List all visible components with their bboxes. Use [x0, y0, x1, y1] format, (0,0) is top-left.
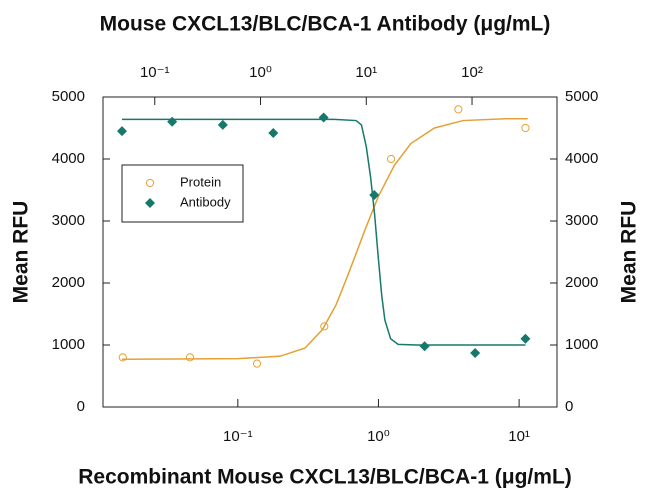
y2-tick-label: 1000: [565, 336, 598, 353]
legend-label: Protein: [180, 174, 221, 189]
legend-marker: [145, 178, 155, 188]
x-tick-label: 10¹: [508, 428, 530, 445]
y2-tick-label: 0: [565, 398, 573, 415]
point: [268, 127, 279, 138]
point: [387, 154, 396, 164]
point: [118, 353, 127, 362]
point: [520, 333, 531, 344]
fit-curve: [121, 117, 528, 361]
fit-curve: [121, 118, 526, 346]
y-tick-label: 4000: [52, 150, 85, 167]
bottom-axis-label: Recombinant Mouse CXCL13/BLC/BCA-1 (μg/m…: [78, 466, 572, 489]
y-axis-label: Mean RFU: [10, 201, 33, 304]
y2-tick-label: 2000: [565, 274, 598, 291]
top-axis-label: Mouse CXCL13/BLC/BCA-1 Antibody (μg/mL): [100, 13, 551, 36]
point: [167, 116, 178, 127]
x-tick-label: 10⁰: [367, 428, 390, 445]
y2-tick-label: 3000: [565, 212, 598, 229]
y-tick-label: 0: [77, 398, 85, 415]
x2-tick-label: 10⁻¹: [140, 64, 170, 81]
point: [470, 348, 481, 359]
legend-marker: [145, 198, 155, 208]
x-tick-label: 10⁻¹: [223, 428, 253, 445]
point: [521, 123, 530, 133]
point: [454, 105, 463, 114]
x2-tick-label: 10²: [461, 64, 483, 81]
point: [116, 126, 127, 137]
x2-tick-label: 10¹: [355, 64, 377, 81]
y2-tick-label: 5000: [565, 88, 598, 105]
y-tick-label: 2000: [52, 274, 85, 291]
point: [318, 112, 329, 123]
point: [217, 119, 228, 130]
point: [252, 359, 262, 368]
point: [369, 189, 380, 200]
y2-tick-label: 4000: [565, 150, 598, 167]
y-tick-label: 1000: [52, 336, 85, 353]
legend-box: [121, 164, 244, 223]
y-tick-label: 3000: [52, 212, 85, 229]
plot-frame: [102, 96, 558, 408]
point: [185, 353, 195, 362]
legend-label: Antibody: [180, 194, 231, 209]
y-tick-label: 5000: [52, 88, 85, 105]
y2-axis-label: Mean RFU: [618, 201, 641, 304]
point: [419, 341, 430, 352]
x2-tick-label: 10⁰: [249, 64, 272, 81]
point: [320, 322, 329, 331]
